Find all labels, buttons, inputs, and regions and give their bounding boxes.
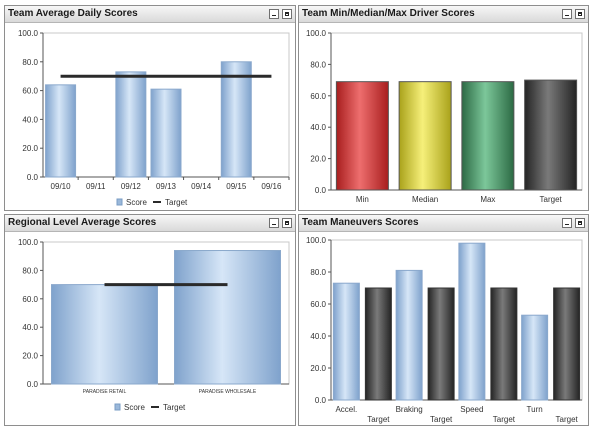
x-tick-label-target: Target	[493, 415, 516, 424]
panel-titlebar: Team Min/Median/Max Driver Scores	[299, 6, 588, 23]
maximize-icon[interactable]	[575, 9, 585, 19]
bar-max	[461, 81, 515, 191]
y-tick-label: 100.0	[306, 236, 327, 245]
bar-score	[220, 61, 252, 178]
y-tick-label: 80.0	[22, 58, 38, 67]
legend-swatch-score	[114, 403, 121, 411]
bar-score	[332, 282, 360, 401]
x-tick-label: Min	[356, 195, 369, 204]
panel-titlebar: Team Maneuvers Scores	[299, 215, 588, 232]
y-tick-label: 60.0	[310, 92, 326, 101]
x-tick-label: 09/10	[51, 182, 72, 191]
bar-target	[553, 287, 581, 401]
bar-score	[150, 88, 182, 178]
y-tick-label: 80.0	[310, 268, 326, 277]
legend-swatch-score	[116, 198, 123, 206]
x-tick-label: Target	[540, 195, 563, 204]
x-tick-label: Accel.	[335, 405, 357, 414]
bar-target	[364, 287, 392, 401]
x-tick-label: 09/15	[226, 182, 247, 191]
panel-team-min-median-max-driver-scores: Team Min/Median/Max Driver Scores 100.0 8…	[298, 5, 589, 211]
legend-label-target: Target	[165, 198, 188, 207]
chart-team-maneuvers-scores: 100.0 80.0 60.0 40.0 20.0 0.0 Accel. Target Brak…	[306, 236, 583, 424]
x-tick-label: 09/16	[261, 182, 282, 191]
x-tick-label: 09/11	[86, 182, 106, 191]
y-tick-label: 0.0	[27, 380, 39, 389]
bar-target	[490, 287, 518, 401]
bar-score	[458, 242, 486, 401]
maximize-icon[interactable]	[282, 218, 292, 228]
bar-score	[115, 71, 147, 178]
x-tick-label-target: Target	[556, 415, 579, 424]
y-tick-label: 20.0	[22, 144, 38, 153]
y-tick-label: 20.0	[22, 352, 38, 361]
panel-title: Team Min/Median/Max Driver Scores	[302, 8, 475, 19]
y-tick-label: 60.0	[310, 300, 326, 309]
y-tick-label: 100.0	[18, 29, 39, 38]
bar-score	[51, 284, 158, 385]
y-tick-label: 100.0	[18, 238, 39, 247]
panel-team-average-daily-scores: Team Average Daily Scores 100.0 80.0 60.0 4…	[4, 5, 296, 211]
bar-target	[524, 79, 578, 191]
x-tick-label: Max	[480, 195, 495, 204]
x-tick-label: PARADISE RETAIL	[83, 389, 127, 395]
bar-score	[521, 314, 549, 401]
x-tick-label: 09/13	[156, 182, 177, 191]
bar-median	[398, 81, 452, 191]
y-tick-label: 0.0	[315, 396, 327, 405]
chart-team-average-daily-scores: 100.0 80.0 60.0 40.0 20.0 0.0 09/10 09/11 09/12 0…	[18, 29, 290, 207]
bar-score	[395, 269, 423, 401]
y-tick-label: 0.0	[315, 186, 327, 195]
chart-team-min-median-max-driver-scores: 100.0 80.0 60.0 40.0 20.0 0.0 Min Median Max Targ…	[306, 29, 583, 204]
maximize-icon[interactable]	[282, 9, 292, 19]
bar-target	[427, 287, 455, 401]
panel-title: Team Average Daily Scores	[8, 8, 138, 19]
panel-titlebar: Regional Level Average Scores	[5, 215, 295, 232]
bar-score	[45, 84, 77, 178]
x-tick-label: Turn	[527, 405, 543, 414]
y-tick-label: 40.0	[22, 115, 38, 124]
x-tick-label: Speed	[460, 405, 483, 414]
y-tick-label: 40.0	[310, 332, 326, 341]
x-tick-label: 09/14	[191, 182, 212, 191]
legend-label-score: Score	[124, 403, 145, 412]
bar-min	[335, 81, 389, 191]
y-tick-label: 60.0	[22, 87, 38, 96]
minimize-icon[interactable]	[269, 218, 279, 228]
x-tick-label-target: Target	[430, 415, 453, 424]
panel-title: Regional Level Average Scores	[8, 217, 157, 228]
y-tick-label: 40.0	[22, 323, 38, 332]
x-tick-label: PARADISE WHOLESALE	[199, 389, 257, 395]
y-tick-label: 40.0	[310, 123, 326, 132]
legend-label-target: Target	[163, 403, 186, 412]
x-tick-label: Median	[412, 195, 438, 204]
chart-regional-level-average-scores: 100.0 80.0 60.0 40.0 20.0 0.0 PARADISE RETAIL P…	[18, 238, 290, 412]
x-tick-label: 09/12	[121, 182, 142, 191]
y-tick-label: 80.0	[22, 266, 38, 275]
panel-regional-level-average-scores: Regional Level Average Scores 100.0 80.0 6…	[4, 214, 296, 426]
y-tick-label: 20.0	[310, 364, 326, 373]
y-tick-label: 60.0	[22, 295, 38, 304]
y-tick-label: 80.0	[310, 60, 326, 69]
bar-score	[174, 250, 281, 385]
minimize-icon[interactable]	[562, 9, 572, 19]
minimize-icon[interactable]	[269, 9, 279, 19]
legend-label-score: Score	[126, 198, 147, 207]
x-tick-label: Braking	[396, 405, 423, 414]
minimize-icon[interactable]	[562, 218, 572, 228]
panel-title: Team Maneuvers Scores	[302, 217, 419, 228]
y-tick-label: 100.0	[306, 29, 327, 38]
maximize-icon[interactable]	[575, 218, 585, 228]
x-tick-label-target: Target	[367, 415, 390, 424]
panel-team-maneuvers-scores: Team Maneuvers Scores 100.0 80.0 60.0 40.0 2…	[298, 214, 589, 426]
y-tick-label: 0.0	[27, 173, 39, 182]
y-tick-label: 20.0	[310, 155, 326, 164]
panel-titlebar: Team Average Daily Scores	[5, 6, 295, 23]
